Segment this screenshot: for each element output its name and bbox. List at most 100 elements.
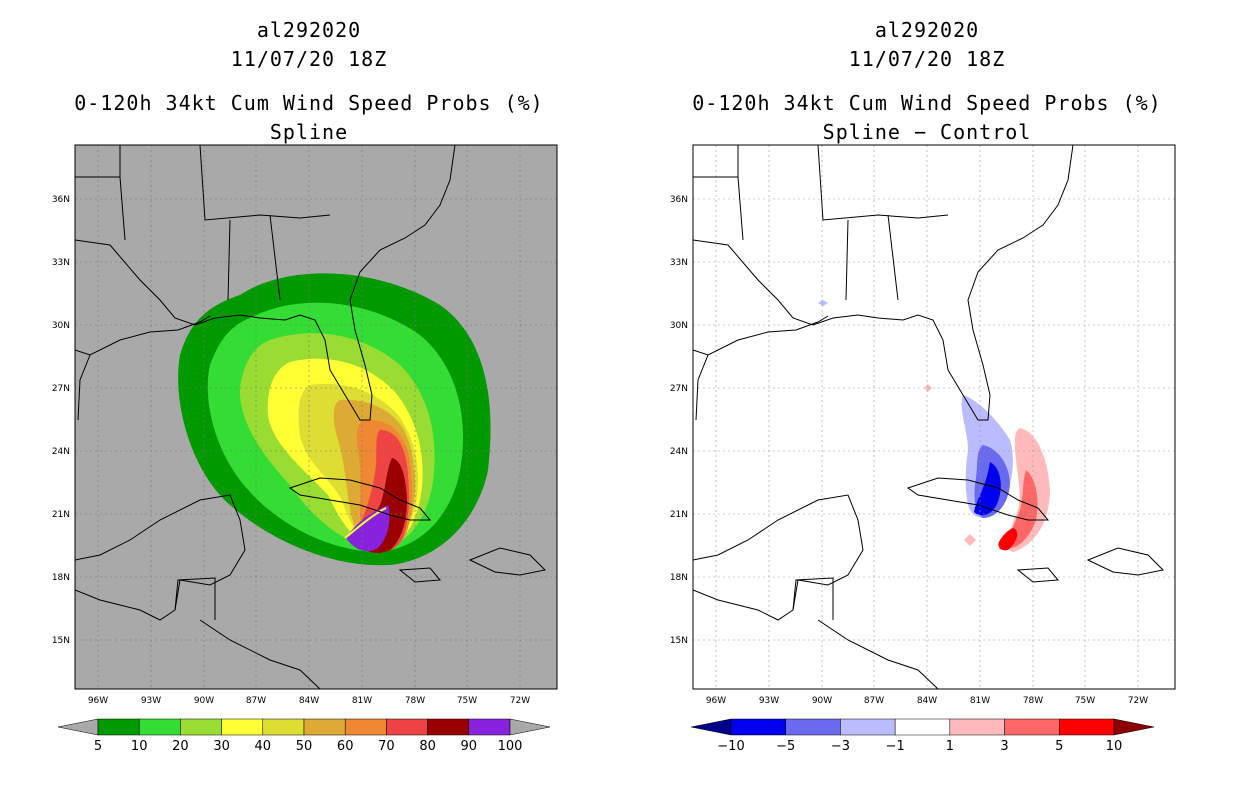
lon-label: 90W: [194, 696, 214, 706]
colorbar-end-left: [57, 718, 99, 736]
diff-neg-5: [974, 462, 1001, 516]
left-map-svg: 36N 33N 30N 27N 24N 21N 18N 15N 96W 93W …: [52, 144, 558, 754]
colorbar-swatch: [730, 718, 786, 736]
colorbar-swatch: [386, 718, 428, 736]
colorbar-swatch: [840, 718, 896, 736]
lon-label: 78W: [1023, 696, 1043, 706]
lat-label: 18N: [670, 573, 688, 583]
right-colorbar-label: −5: [776, 739, 795, 754]
right-colorbar: −10 −5 −3 −1 1 3 5 10: [690, 718, 1155, 754]
colorbar-swatch: [427, 718, 470, 736]
left-colorbar-label: 40: [255, 739, 272, 754]
lon-label: 75W: [1075, 696, 1095, 706]
lat-labels: 36N 33N 30N 27N 24N 21N 18N 15N: [52, 195, 70, 646]
diff-neg-small: [818, 300, 828, 306]
right-colorbar-label: −10: [717, 739, 744, 754]
left-colorbar-label: 50: [296, 739, 313, 754]
lon-labels: 96W 93W 90W 87W 84W 81W 78W 75W 72W: [88, 696, 530, 706]
lat-label: 15N: [52, 636, 70, 646]
left-colorbar-label: 5: [94, 739, 102, 754]
right-colorbar-label: 10: [1106, 739, 1123, 754]
lon-label: 87W: [246, 696, 266, 706]
lon-label: 84W: [917, 696, 937, 706]
colorbar-swatch: [97, 718, 140, 736]
colorbar-swatch: [949, 718, 1005, 736]
right-panel: al292020 11/07/20 18Z 0-120h 34kt Cum Wi…: [618, 0, 1236, 800]
storm-id: al292020: [256, 18, 362, 42]
lon-label: 81W: [970, 696, 990, 706]
lon-label: 81W: [352, 696, 372, 706]
lon-label: 78W: [405, 696, 425, 706]
lat-label: 33N: [52, 258, 70, 268]
left-panel: al292020 11/07/20 18Z 0-120h 34kt Cum Wi…: [52, 18, 558, 754]
colorbar-end-left: [690, 718, 732, 736]
right-colorbar-label: 5: [1055, 739, 1063, 754]
colorbar-swatch: [894, 718, 951, 736]
lat-labels: 36N 33N 30N 27N 24N 21N 18N 15N: [670, 195, 688, 646]
lat-label: 24N: [670, 447, 688, 457]
right-colorbar-label: −3: [831, 739, 850, 754]
colorbar-end-right: [509, 718, 551, 736]
coastlines: [75, 145, 547, 689]
storm-id: al292020: [874, 18, 980, 42]
coastlines: [693, 145, 1165, 689]
colorbar-swatch: [221, 718, 264, 736]
lat-label: 21N: [670, 510, 688, 520]
lat-label: 27N: [52, 384, 70, 394]
left-colorbar: 5 10 20 30 40 50 60 70 80 90 100: [57, 718, 551, 754]
lat-label: 24N: [52, 447, 70, 457]
colorbar-swatch: [468, 718, 511, 736]
lat-label: 18N: [52, 573, 70, 583]
colorbar-end-right: [1113, 718, 1155, 736]
lat-label: 21N: [52, 510, 70, 520]
left-colorbar-label: 70: [378, 739, 395, 754]
contour-100: [344, 507, 387, 539]
panel-subtitle: Spline: [269, 120, 349, 144]
right-map-svg: 36N 33N 30N 27N 24N 21N 18N 15N 96W 93W …: [670, 144, 1176, 754]
lat-label: 30N: [670, 321, 688, 331]
map-background: [693, 145, 1175, 689]
lon-label: 90W: [812, 696, 832, 706]
lon-label: 75W: [457, 696, 477, 706]
lat-label: 36N: [52, 195, 70, 205]
left-colorbar-label: 100: [498, 739, 523, 754]
lon-label: 93W: [759, 696, 779, 706]
left-colorbar-label: 20: [172, 739, 189, 754]
panel-subtitle: Spline − Control: [822, 120, 1032, 144]
lon-label: 96W: [706, 696, 726, 706]
lat-label: 33N: [670, 258, 688, 268]
lat-label: 27N: [670, 384, 688, 394]
colorbar-swatch: [262, 718, 305, 736]
lon-label: 72W: [510, 696, 530, 706]
left-colorbar-label: 80: [419, 739, 436, 754]
colorbar-swatch: [785, 718, 841, 736]
colorbar-swatch: [1059, 718, 1115, 736]
left-colorbar-label: 10: [131, 739, 148, 754]
left-colorbar-label: 60: [337, 739, 354, 754]
gridlines: [75, 145, 557, 689]
product-title: 0-120h 34kt Cum Wind Speed Probs (%): [74, 91, 544, 115]
lat-label: 30N: [52, 321, 70, 331]
product-title: 0-120h 34kt Cum Wind Speed Probs (%): [692, 91, 1162, 115]
lon-label: 87W: [864, 696, 884, 706]
lat-label: 15N: [670, 636, 688, 646]
datetime: 11/07/20 18Z: [848, 47, 1006, 71]
colorbar-swatch: [180, 718, 222, 736]
left-colorbar-label: 90: [461, 739, 478, 754]
diff-pos-small: [964, 534, 976, 546]
lon-labels: 96W 93W 90W 87W 84W 81W 78W 75W 72W: [706, 696, 1148, 706]
colorbar-swatch: [138, 718, 181, 736]
lon-label: 72W: [1128, 696, 1148, 706]
colorbar-swatch: [344, 718, 387, 736]
left-colorbar-label: 30: [213, 739, 230, 754]
right-colorbar-label: 3: [1000, 739, 1008, 754]
diff-pos-5: [998, 528, 1018, 551]
right-colorbar-label: 1: [946, 739, 954, 754]
contour-90: [346, 505, 390, 552]
lon-label: 96W: [88, 696, 108, 706]
diff-pos-3: [1008, 470, 1038, 548]
colorbar-swatch: [303, 718, 346, 736]
gridlines: [693, 145, 1175, 689]
datetime: 11/07/20 18Z: [230, 47, 388, 71]
lon-label: 84W: [299, 696, 319, 706]
